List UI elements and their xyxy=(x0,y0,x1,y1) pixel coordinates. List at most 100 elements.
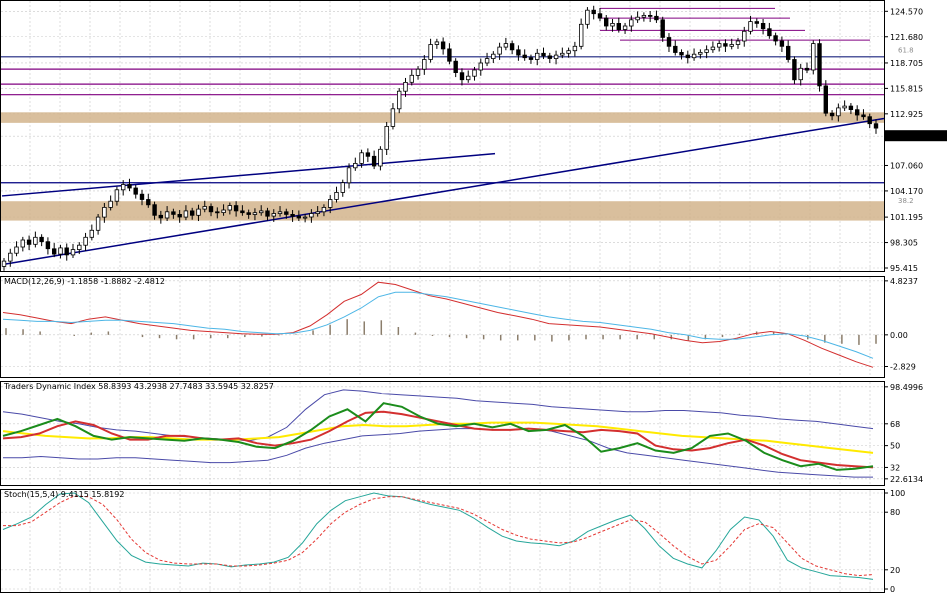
candle-bullish xyxy=(321,206,327,213)
tdi-title: Traders Dynamic Index 58.8393 43.2938 27… xyxy=(3,382,274,391)
tdi-panel[interactable]: Traders Dynamic Index 58.8393 43.2938 27… xyxy=(0,381,924,486)
macd-line xyxy=(2,281,874,368)
price-tick-label: 104.170 xyxy=(890,187,923,196)
stoch-tick-label: 0 xyxy=(890,585,895,593)
tdi-tick-label: 50 xyxy=(890,442,900,451)
candle-bullish xyxy=(491,53,496,60)
stochastic-panel[interactable]: Stoch(15,5,4) 9.4115 15.8192 100 80 20 0 xyxy=(0,489,906,593)
candle-bearish xyxy=(246,212,251,215)
macd-tick-label: 0.00 xyxy=(890,331,908,340)
price-panel[interactable]: 61.8 38.2 124.570 121.680 118.705 115.815 112.… xyxy=(0,0,948,274)
candle-bearish xyxy=(265,210,270,217)
candle-bearish xyxy=(767,28,772,37)
stoch-main-line xyxy=(2,492,874,580)
candle-bearish xyxy=(296,215,301,219)
candle-bearish xyxy=(127,184,132,189)
candle-bullish xyxy=(202,206,207,210)
candle-bearish xyxy=(516,49,521,56)
support-zone xyxy=(1,201,884,221)
candle-bullish xyxy=(478,62,483,71)
stoch-signal-line xyxy=(3,495,874,577)
tdi-upper-band xyxy=(2,389,874,442)
candle-bearish xyxy=(604,17,609,27)
macd-signal-line xyxy=(2,291,874,359)
candle-bearish xyxy=(792,59,797,81)
candle-bullish xyxy=(484,58,490,64)
candle-bullish xyxy=(836,107,841,117)
price-tick-label: 112.925 xyxy=(890,110,923,119)
candle-bearish xyxy=(45,241,51,250)
candle-bullish xyxy=(553,54,559,59)
candle-bullish xyxy=(497,46,502,55)
price-tick-label: 107.060 xyxy=(890,161,923,170)
stoch-tick-label: 80 xyxy=(890,508,900,517)
candle-bullish xyxy=(164,211,170,219)
candle-bullish xyxy=(20,239,25,248)
candle-bearish xyxy=(855,109,860,116)
candle-bearish xyxy=(453,60,458,74)
candle-bullish xyxy=(334,191,339,200)
candle-bullish xyxy=(729,44,734,47)
candle-bearish xyxy=(773,35,778,42)
candle-bearish xyxy=(547,55,552,59)
candle-bullish xyxy=(183,210,189,218)
candle-bearish xyxy=(139,193,145,200)
candle-bullish xyxy=(629,19,634,27)
stoch-title: Stoch(15,5,4) 9.4115 15.8192 xyxy=(4,490,124,499)
candle-bullish xyxy=(277,211,283,215)
fib-label-382: 38.2 xyxy=(898,197,914,205)
candle-bullish xyxy=(121,184,126,191)
candle-bearish xyxy=(597,13,603,19)
candle-bearish xyxy=(660,19,665,38)
candle-bullish xyxy=(114,189,120,202)
candle-bullish xyxy=(315,211,320,215)
candle-bullish xyxy=(717,43,722,48)
candle-bullish xyxy=(83,236,88,246)
candle-bearish xyxy=(133,187,138,195)
candle-bullish xyxy=(108,200,113,208)
candle-bearish xyxy=(666,37,672,47)
candle-bullish xyxy=(390,108,396,127)
candle-bullish xyxy=(302,216,308,219)
candle-bearish xyxy=(873,123,879,129)
trendline-major xyxy=(1,117,885,266)
candle-bearish xyxy=(867,116,872,125)
candle-bullish xyxy=(566,50,571,54)
price-tick-label: 121.680 xyxy=(890,33,923,42)
macd-panel[interactable]: MACD(12,26,9) -1.1858 -1.8882 -2.4812 4.8… xyxy=(0,276,919,378)
candle-bearish xyxy=(823,85,828,114)
candle-bearish xyxy=(760,22,766,30)
candle-bearish xyxy=(371,155,377,167)
panel-frame xyxy=(0,381,885,486)
candle-bullish xyxy=(641,14,647,18)
price-tick-label: 118.705 xyxy=(890,59,923,68)
candle-bearish xyxy=(208,206,214,213)
candle-bullish xyxy=(579,23,584,47)
candle-bullish xyxy=(415,68,421,76)
candle-bearish xyxy=(459,72,465,81)
candle-bearish xyxy=(447,48,452,62)
candle-bullish xyxy=(221,209,226,213)
candle-bullish xyxy=(89,229,94,238)
candle-bearish xyxy=(177,213,182,218)
candle-bullish xyxy=(428,44,433,60)
candle-bullish xyxy=(252,212,258,215)
candle-bullish xyxy=(798,67,803,81)
candle-bullish xyxy=(95,216,101,231)
candle-bearish xyxy=(754,21,759,24)
candle-bullish xyxy=(560,52,565,56)
candle-bearish xyxy=(240,210,245,214)
candle-bearish xyxy=(64,247,69,256)
tdi-lower-band xyxy=(3,428,873,478)
candle-bullish xyxy=(258,210,264,214)
candle-bullish xyxy=(1,260,7,267)
candle-bullish xyxy=(710,46,716,51)
last-price-label: 110.385 xyxy=(890,132,923,141)
trendline-channel xyxy=(1,152,496,197)
candle-bullish xyxy=(327,199,333,208)
candle-bearish xyxy=(189,210,195,216)
candle-bullish xyxy=(434,41,440,45)
candle-bullish xyxy=(842,105,847,109)
candle-bearish xyxy=(591,9,596,15)
